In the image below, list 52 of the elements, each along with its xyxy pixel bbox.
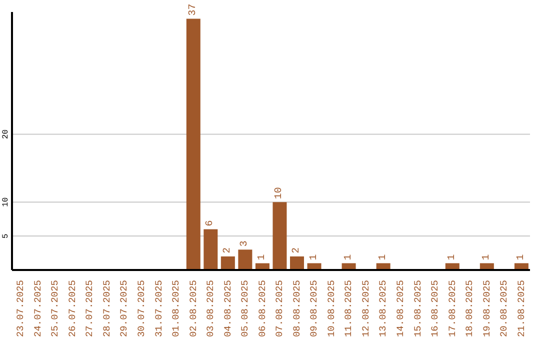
x-tick-label: 02.08.2025 — [188, 280, 199, 338]
x-tick-label: 16.08.2025 — [430, 280, 441, 338]
data-label: 6 — [205, 220, 216, 226]
x-tick-label: 19.08.2025 — [481, 280, 492, 338]
x-tick-label: 14.08.2025 — [395, 280, 406, 338]
data-label: 1 — [446, 254, 458, 260]
bar — [186, 18, 200, 270]
x-tick-label: 18.08.2025 — [464, 280, 476, 338]
bar — [272, 202, 287, 270]
x-tick-label: 13.08.2025 — [378, 280, 389, 338]
x-tick-label: 04.08.2025 — [222, 280, 234, 338]
x-tick-label: 09.08.2025 — [308, 280, 320, 338]
x-tick-label: 25.07.2025 — [50, 280, 61, 338]
data-label: 1 — [256, 254, 268, 260]
bar — [204, 229, 218, 270]
x-tick-label: 29.07.2025 — [118, 280, 130, 338]
data-label: 1 — [516, 254, 527, 260]
x-tick-label: 17.08.2025 — [446, 280, 458, 338]
data-label: 1 — [308, 254, 320, 260]
bar — [220, 256, 235, 270]
x-tick-label: 07.08.2025 — [274, 280, 286, 338]
x-tick-label: 15.08.2025 — [412, 280, 424, 338]
x-tick-label: 28.07.2025 — [101, 280, 112, 338]
data-label: 10 — [274, 187, 286, 200]
x-tick-label: 11.08.2025 — [343, 280, 354, 338]
y-tick-label: 20 — [2, 129, 10, 140]
data-label: 1 — [378, 254, 389, 260]
bar — [290, 256, 304, 270]
data-label: 2 — [291, 247, 302, 254]
data-label: 1 — [481, 254, 492, 260]
y-tick-label: 5 — [2, 233, 10, 238]
data-label: 2 — [222, 247, 234, 254]
x-tick-label: 10.08.2025 — [326, 280, 337, 338]
x-tick-label: 23.07.2025 — [15, 280, 26, 338]
x-tick-label: 20.08.2025 — [498, 280, 510, 338]
x-tick-label: 08.08.2025 — [291, 280, 302, 338]
x-tick-label: 21.08.2025 — [516, 280, 527, 338]
x-tick-label: 26.07.2025 — [66, 280, 78, 338]
y-tick-label: 10 — [2, 197, 10, 207]
x-tick-label: 24.07.2025 — [32, 280, 44, 338]
x-tick-label: 06.08.2025 — [256, 280, 268, 338]
data-label: 1 — [343, 254, 354, 260]
bar — [238, 250, 252, 270]
x-tick-label: 05.08.2025 — [240, 280, 251, 338]
data-label: 3 — [240, 240, 251, 247]
x-tick-label: 31.07.2025 — [153, 280, 164, 338]
x-tick-label: 30.07.2025 — [136, 280, 147, 338]
x-tick-label: 27.07.2025 — [84, 280, 96, 338]
x-tick-label: 03.08.2025 — [205, 280, 216, 338]
data-label: 37 — [188, 4, 199, 16]
x-tick-label: 01.08.2025 — [170, 280, 182, 338]
x-tick-label: 12.08.2025 — [360, 280, 372, 338]
